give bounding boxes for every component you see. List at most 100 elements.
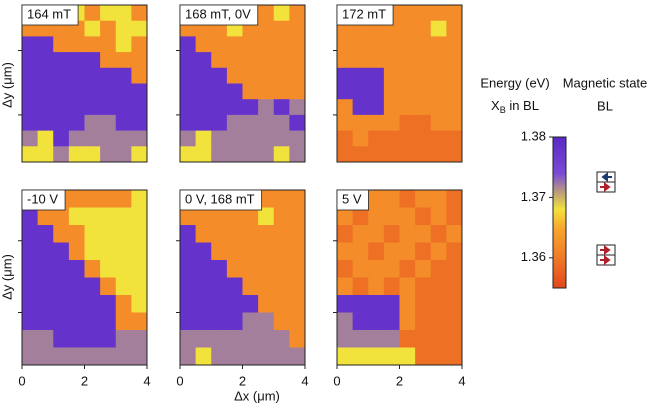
heatmap-cell bbox=[368, 36, 385, 53]
heatmap-cell bbox=[368, 260, 385, 278]
heatmap-cell bbox=[195, 295, 212, 313]
heatmap-cell bbox=[258, 295, 275, 313]
heatmap-cell bbox=[226, 36, 243, 53]
heatmap-cell bbox=[68, 347, 85, 366]
heatmap-cell bbox=[368, 207, 385, 226]
heatmap-cell bbox=[383, 277, 400, 296]
heatmap-cell bbox=[195, 99, 212, 116]
heatmap-cell bbox=[68, 130, 85, 147]
heatmap-cell bbox=[415, 83, 432, 100]
heatmap-cell bbox=[289, 146, 306, 163]
heatmap-cell bbox=[368, 130, 385, 147]
heatmap-cell bbox=[446, 312, 463, 331]
heatmap-cell bbox=[84, 5, 101, 22]
heatmap-cell bbox=[100, 114, 117, 132]
heatmap-cell bbox=[446, 190, 463, 208]
x-tick-label: 4 bbox=[143, 373, 150, 388]
heatmap-cell bbox=[415, 330, 432, 348]
panel-label: -10 V bbox=[27, 191, 58, 206]
heatmap-cell bbox=[115, 347, 132, 366]
heatmap-cell bbox=[258, 330, 275, 348]
heatmap-cell bbox=[383, 83, 400, 100]
heatmap-cell bbox=[37, 130, 54, 147]
heatmap-cell bbox=[226, 295, 243, 313]
heatmap-cell bbox=[430, 146, 447, 163]
heatmap-cell bbox=[22, 36, 39, 53]
heatmap-cell bbox=[430, 83, 447, 100]
arrow-left bbox=[601, 172, 612, 182]
heatmap-cell bbox=[131, 130, 148, 147]
heatmap-cell bbox=[226, 67, 243, 84]
heatmap-cell bbox=[115, 330, 132, 348]
heatmap-cell bbox=[53, 260, 70, 278]
heatmap-cell bbox=[100, 36, 117, 53]
panel-label-box bbox=[336, 4, 394, 26]
heatmap-cell bbox=[446, 242, 463, 261]
heatmap-cell bbox=[430, 347, 447, 366]
heatmap-cell bbox=[337, 146, 354, 163]
heatmap-cell bbox=[84, 114, 101, 132]
heatmap-cell bbox=[84, 295, 101, 313]
heatmap-cell bbox=[195, 146, 212, 163]
colorbar bbox=[552, 136, 567, 289]
heatmap-cell bbox=[226, 146, 243, 163]
heatmap-cell bbox=[180, 146, 197, 163]
heatmap-cell bbox=[68, 207, 85, 226]
heatmap-cell bbox=[37, 277, 54, 296]
heatmap-cell bbox=[180, 207, 197, 226]
heatmap-cell bbox=[415, 130, 432, 147]
heatmap-cell bbox=[226, 207, 243, 226]
heatmap-cell bbox=[446, 36, 463, 53]
heatmap-cell bbox=[68, 260, 85, 278]
heatmap-cell bbox=[53, 67, 70, 84]
heatmap-cell bbox=[131, 277, 148, 296]
heatmap-cell bbox=[352, 277, 369, 296]
heatmap-cell bbox=[84, 83, 101, 100]
heatmap-cell bbox=[131, 347, 148, 366]
heatmap-cell bbox=[446, 260, 463, 278]
heatmap-cell bbox=[430, 130, 447, 147]
heatmap-cell bbox=[446, 225, 463, 243]
heatmap-cell bbox=[352, 295, 369, 313]
heatmap-cell bbox=[68, 83, 85, 100]
heatmap-cell bbox=[289, 277, 306, 296]
heatmap-cell bbox=[352, 330, 369, 348]
heatmap-cell bbox=[100, 146, 117, 163]
x-axis-label: Δx (μm) bbox=[234, 388, 280, 403]
heatmap-cell bbox=[211, 99, 228, 116]
heatmap-cell bbox=[368, 225, 385, 243]
heatmap-cell bbox=[415, 225, 432, 243]
heatmap-cell bbox=[22, 295, 39, 313]
heatmap-cell bbox=[399, 52, 416, 69]
heatmap-cell bbox=[415, 242, 432, 261]
heatmap-cell bbox=[446, 295, 463, 313]
heatmap-cell bbox=[195, 312, 212, 331]
heatmap-cell bbox=[68, 312, 85, 331]
colorbar-subtitle: XB in BL bbox=[491, 98, 539, 115]
heatmap-cell bbox=[115, 114, 132, 132]
heatmap-cell bbox=[131, 99, 148, 116]
heatmap-cell bbox=[242, 330, 259, 348]
heatmap-cell bbox=[211, 277, 228, 296]
heatmap-cell bbox=[180, 130, 197, 147]
heatmap-cell bbox=[273, 347, 290, 366]
heatmap-cell bbox=[399, 225, 416, 243]
heatmap-cell bbox=[258, 130, 275, 147]
heatmap-cell bbox=[415, 5, 432, 22]
heatmap-cell bbox=[211, 67, 228, 84]
heatmap-cell bbox=[258, 347, 275, 366]
state-parallel bbox=[596, 244, 616, 266]
heatmap-cell bbox=[337, 347, 354, 366]
heatmap-cell bbox=[273, 207, 290, 226]
heatmap-cell bbox=[84, 99, 101, 116]
heatmap-cell bbox=[337, 36, 354, 53]
heatmap-cell bbox=[37, 67, 54, 84]
heatmap-cell bbox=[273, 295, 290, 313]
heatmap-cell bbox=[446, 130, 463, 147]
panel-label: 168 mT, 0V bbox=[185, 6, 251, 21]
heatmap-cell bbox=[180, 347, 197, 366]
heatmap-cell bbox=[352, 207, 369, 226]
heatmap-cell bbox=[273, 20, 290, 37]
heatmap-cell bbox=[337, 295, 354, 313]
heatmap-cell bbox=[22, 67, 39, 84]
